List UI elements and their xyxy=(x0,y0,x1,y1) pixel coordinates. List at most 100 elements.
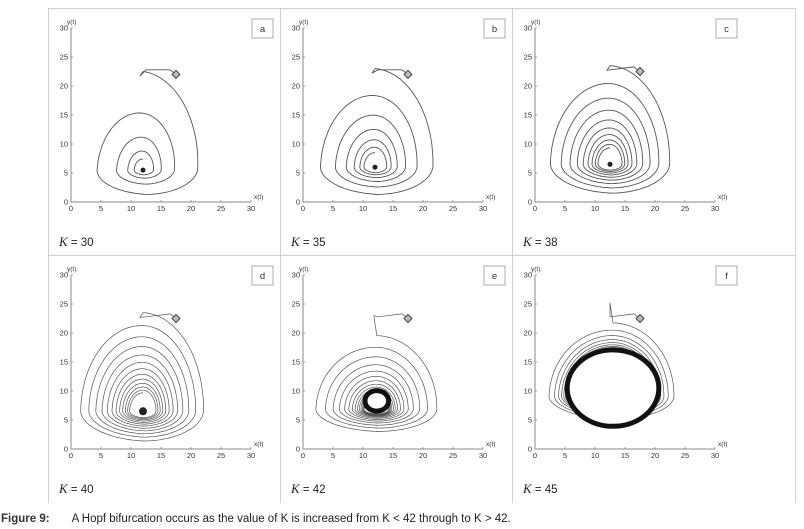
x-tick-label-b-4: 20 xyxy=(419,204,427,213)
x-tick-label-a-6: 30 xyxy=(247,204,255,213)
y-tick-label-d-3: 15 xyxy=(60,358,68,367)
y-tick-label-e-0: 0 xyxy=(296,445,300,454)
y-tick-label-f-5: 25 xyxy=(524,300,532,309)
x-tick-label-c-4: 20 xyxy=(651,204,659,213)
x-tick-label-b-5: 25 xyxy=(449,204,457,213)
trajectory-b xyxy=(320,68,434,195)
panel-letter-box-a xyxy=(251,18,274,39)
y-tick-label-d-0: 0 xyxy=(64,445,68,454)
chart-panel-e: 0 5 10 15 20 25 30 0 5 10 15 20 25 30 x(t) y(t) e K = 42 xyxy=(281,256,513,503)
y-tick-label-e-5: 25 xyxy=(292,300,300,309)
trajectory-a xyxy=(96,69,199,195)
figure-caption: Figure 9: A Hopf bifurcation occurs as th… xyxy=(1,513,511,525)
k-label-a: K = 30 xyxy=(59,234,94,249)
panel-letter-box-f xyxy=(715,265,738,286)
trajectory-c xyxy=(549,65,671,194)
y-tick-label-f-3: 15 xyxy=(524,358,532,367)
start-marker-a xyxy=(171,69,181,80)
x-tick-label-f-1: 5 xyxy=(563,451,567,460)
y-tick-label-c-6: 30 xyxy=(524,24,532,33)
x-tick-label-a-4: 20 xyxy=(187,204,195,213)
y-tick-label-d-2: 10 xyxy=(60,387,68,396)
y-tick-label-f-6: 30 xyxy=(524,271,532,280)
y-tick-label-b-3: 15 xyxy=(292,111,300,120)
x-tick-label-b-1: 5 xyxy=(331,204,335,213)
x-axis-label-b: x(t) xyxy=(486,194,495,201)
x-tick-label-c-6: 30 xyxy=(711,204,719,213)
x-tick-label-f-4: 20 xyxy=(651,451,659,460)
y-tick-label-f-4: 20 xyxy=(524,329,532,338)
caption-label: Figure 9: xyxy=(1,513,50,525)
x-tick-label-b-6: 30 xyxy=(479,204,487,213)
panel-letter-f: f xyxy=(725,271,728,282)
y-tick-label-c-2: 10 xyxy=(524,140,532,149)
start-marker-d xyxy=(171,313,181,324)
y-tick-label-a-2: 10 xyxy=(60,140,68,149)
x-tick-label-c-2: 10 xyxy=(591,204,599,213)
y-tick-label-c-1: 5 xyxy=(528,169,532,178)
x-tick-label-e-0: 0 xyxy=(301,451,305,460)
panel-letter-box-d xyxy=(251,265,274,286)
start-marker-f xyxy=(635,313,645,324)
panel-letter-box-e xyxy=(483,265,506,286)
x-tick-label-d-6: 30 xyxy=(247,451,255,460)
phase-plot-d: 0 5 10 15 20 25 30 0 5 10 15 20 25 30 x(t) y(t) d xyxy=(60,265,274,460)
start-marker-c xyxy=(635,66,645,77)
x-axis-label-c: x(t) xyxy=(718,194,727,201)
y-tick-label-c-0: 0 xyxy=(528,198,532,207)
x-tick-label-f-0: 0 xyxy=(533,451,537,460)
panel-letter-c: c xyxy=(724,24,729,35)
x-tick-label-f-3: 15 xyxy=(621,451,629,460)
x-tick-label-a-1: 5 xyxy=(99,204,103,213)
figure-frame: 0 5 10 15 20 25 30 0 5 10 15 20 25 30 x(t) y(t) a K = 30… xyxy=(48,8,796,503)
x-axis-label-a: x(t) xyxy=(254,194,263,201)
x-tick-label-d-2: 10 xyxy=(127,451,135,460)
y-tick-label-b-6: 30 xyxy=(292,24,300,33)
panel-letter-a: a xyxy=(260,24,266,35)
y-tick-label-d-5: 25 xyxy=(60,300,68,309)
y-tick-label-a-4: 20 xyxy=(60,82,68,91)
x-tick-label-a-0: 0 xyxy=(69,204,73,213)
x-tick-label-e-3: 15 xyxy=(389,451,397,460)
panel-letter-box-b xyxy=(483,18,506,39)
y-tick-label-f-2: 10 xyxy=(524,387,532,396)
k-label-b: K = 35 xyxy=(291,234,326,249)
y-tick-label-b-1: 5 xyxy=(296,169,300,178)
panel-letter-box-c xyxy=(715,18,738,39)
y-tick-label-b-2: 10 xyxy=(292,140,300,149)
limit-cycle-e xyxy=(362,388,392,414)
x-tick-label-e-4: 20 xyxy=(419,451,427,460)
y-axis-label-c: y(t) xyxy=(531,19,540,26)
equilibrium-d xyxy=(139,407,147,416)
panel-letter-e: e xyxy=(492,271,497,282)
phase-plot-f: 0 5 10 15 20 25 30 0 5 10 15 20 25 30 x(t) y(t) f xyxy=(524,265,738,460)
equilibrium-b xyxy=(372,164,378,170)
trajectory-d xyxy=(80,312,204,442)
y-tick-label-a-1: 5 xyxy=(64,169,68,178)
phase-plot-a: 0 5 10 15 20 25 30 0 5 10 15 20 25 30 x(t) y(t) a xyxy=(60,18,274,213)
y-tick-label-c-3: 15 xyxy=(524,111,532,120)
y-tick-label-b-5: 25 xyxy=(292,53,300,62)
x-tick-label-b-0: 0 xyxy=(301,204,305,213)
x-tick-label-f-6: 30 xyxy=(711,451,719,460)
x-tick-label-d-1: 5 xyxy=(99,451,103,460)
y-tick-label-b-4: 20 xyxy=(292,82,300,91)
caption-text: A Hopf bifurcation occurs as the value o… xyxy=(71,513,511,525)
y-tick-label-d-1: 5 xyxy=(64,416,68,425)
y-tick-label-a-6: 30 xyxy=(60,24,68,33)
start-marker-e xyxy=(403,313,413,324)
equilibrium-c xyxy=(607,161,613,167)
y-axis-label-f: y(t) xyxy=(531,266,540,273)
x-tick-label-f-2: 10 xyxy=(591,451,599,460)
y-tick-label-e-1: 5 xyxy=(296,416,300,425)
x-tick-label-a-2: 10 xyxy=(127,204,135,213)
x-tick-label-f-5: 25 xyxy=(681,451,689,460)
phase-plot-b: 0 5 10 15 20 25 30 0 5 10 15 20 25 30 x(t) y(t) b xyxy=(292,18,506,213)
y-tick-label-e-3: 15 xyxy=(292,358,300,367)
y-axis-label-d: y(t) xyxy=(67,266,76,273)
panel-letter-d: d xyxy=(260,271,265,282)
y-axis-label-b: y(t) xyxy=(299,19,308,26)
y-tick-label-e-4: 20 xyxy=(292,329,300,338)
chart-panel-c: 0 5 10 15 20 25 30 0 5 10 15 20 25 30 x(t) y(t) c K = 38 xyxy=(513,9,795,256)
x-tick-label-d-3: 15 xyxy=(157,451,165,460)
